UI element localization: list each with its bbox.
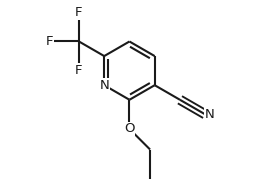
Text: F: F	[46, 35, 53, 48]
Text: N: N	[204, 108, 214, 121]
Text: F: F	[75, 64, 82, 77]
Text: N: N	[99, 79, 109, 92]
Text: O: O	[124, 122, 134, 135]
Text: F: F	[75, 6, 82, 19]
